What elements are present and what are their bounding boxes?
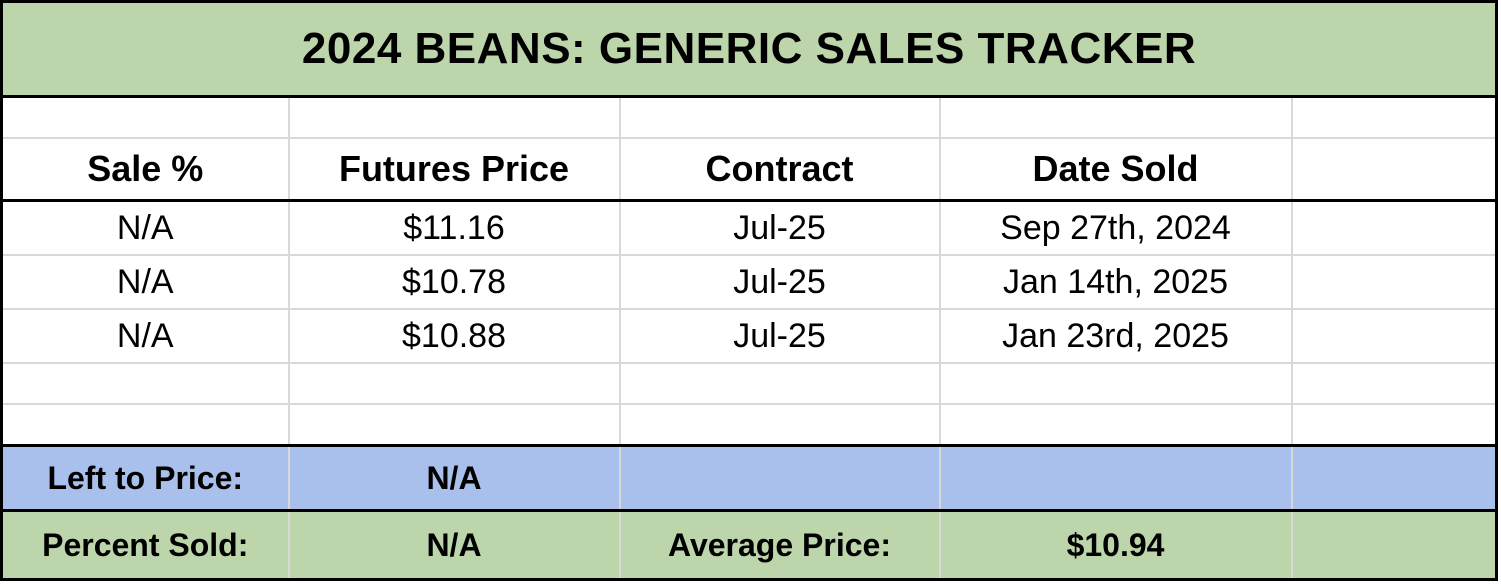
empty-cell[interactable]	[938, 403, 1293, 447]
empty-cell[interactable]	[618, 403, 941, 447]
header-futures-price[interactable]: Futures Price	[287, 137, 621, 202]
empty-cell[interactable]	[1290, 444, 1499, 512]
empty-row	[0, 403, 1499, 447]
empty-cell[interactable]	[0, 403, 290, 447]
header-empty[interactable]	[1290, 137, 1499, 202]
empty-cell[interactable]	[287, 95, 621, 139]
cell-futures-price[interactable]: $10.78	[287, 254, 621, 310]
cell-date-sold[interactable]: Jan 23rd, 2025	[938, 308, 1293, 364]
sale-row: N/A $10.78 Jul-25 Jan 14th, 2025	[0, 254, 1499, 310]
empty-cell[interactable]	[0, 362, 290, 405]
left-to-price-label[interactable]: Left to Price:	[0, 444, 290, 512]
empty-cell[interactable]	[1290, 199, 1499, 256]
percent-sold-value[interactable]: N/A	[287, 509, 621, 581]
cell-futures-price[interactable]: $10.88	[287, 308, 621, 364]
empty-cell[interactable]	[1290, 95, 1499, 139]
empty-cell[interactable]	[618, 362, 941, 405]
page-title: 2024 BEANS: GENERIC SALES TRACKER	[1, 1, 1497, 98]
average-price-value[interactable]: $10.94	[938, 509, 1293, 581]
empty-cell[interactable]	[1290, 403, 1499, 447]
empty-cell[interactable]	[0, 95, 290, 139]
empty-cell[interactable]	[618, 95, 941, 139]
percent-sold-label[interactable]: Percent Sold:	[0, 509, 290, 581]
empty-cell[interactable]	[938, 362, 1293, 405]
sale-row: N/A $10.88 Jul-25 Jan 23rd, 2025	[0, 308, 1499, 364]
percent-sold-row: Percent Sold: N/A Average Price: $10.94	[0, 509, 1499, 581]
left-to-price-value[interactable]: N/A	[287, 444, 621, 512]
empty-cell[interactable]	[1290, 362, 1499, 405]
title-row: 2024 BEANS: GENERIC SALES TRACKER	[1, 1, 1497, 98]
cell-date-sold[interactable]: Jan 14th, 2025	[938, 254, 1293, 310]
column-header-row: Sale % Futures Price Contract Date Sold	[0, 137, 1499, 202]
header-date-sold[interactable]: Date Sold	[938, 137, 1293, 202]
cell-contract[interactable]: Jul-25	[618, 308, 941, 364]
cell-date-sold[interactable]: Sep 27th, 2024	[938, 199, 1293, 256]
empty-cell[interactable]	[1290, 509, 1499, 581]
left-to-price-row: Left to Price: N/A	[0, 444, 1499, 512]
empty-cell[interactable]	[287, 403, 621, 447]
empty-cell[interactable]	[618, 444, 941, 512]
empty-cell[interactable]	[1290, 254, 1499, 310]
cell-contract[interactable]: Jul-25	[618, 199, 941, 256]
header-sale-pct[interactable]: Sale %	[0, 137, 290, 202]
cell-contract[interactable]: Jul-25	[618, 254, 941, 310]
empty-cell[interactable]	[938, 444, 1293, 512]
cell-sale-pct[interactable]: N/A	[0, 308, 290, 364]
empty-cell[interactable]	[287, 362, 621, 405]
header-contract[interactable]: Contract	[618, 137, 941, 202]
cell-sale-pct[interactable]: N/A	[0, 254, 290, 310]
empty-cell[interactable]	[938, 95, 1293, 139]
spacer-row	[0, 95, 1499, 139]
cell-futures-price[interactable]: $11.16	[287, 199, 621, 256]
empty-row	[0, 362, 1499, 405]
cell-sale-pct[interactable]: N/A	[0, 199, 290, 256]
sale-row: N/A $11.16 Jul-25 Sep 27th, 2024	[0, 199, 1499, 256]
empty-cell[interactable]	[1290, 308, 1499, 364]
average-price-label[interactable]: Average Price:	[618, 509, 941, 581]
